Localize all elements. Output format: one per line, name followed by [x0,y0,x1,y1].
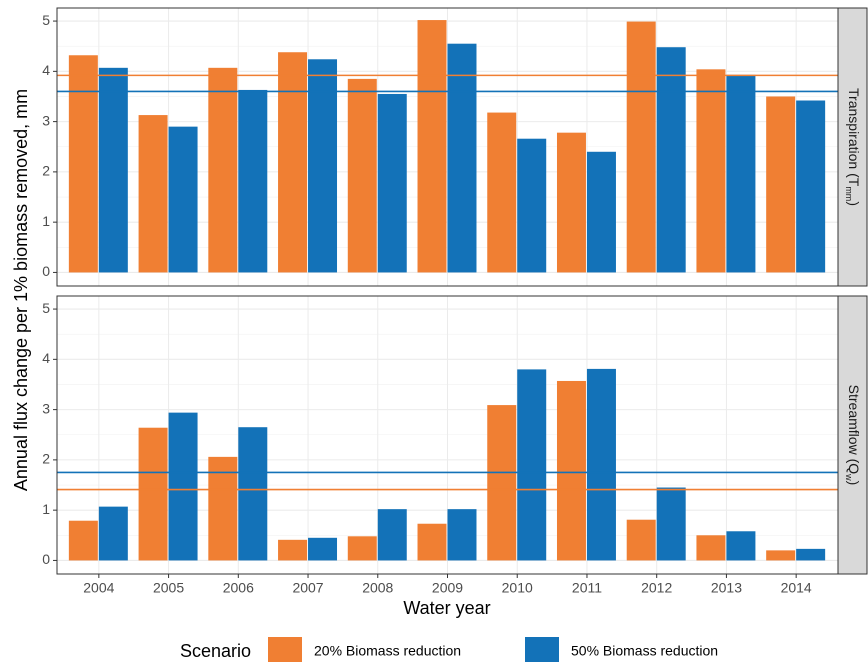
legend-label: 20% Biomass reduction [314,643,461,659]
bar [417,20,447,273]
bar [447,43,477,273]
x-tick-label: 2012 [641,580,672,596]
bar [208,67,238,273]
bar [68,520,98,561]
bar [796,548,826,561]
bar [556,380,586,561]
bar [656,487,686,561]
bar [68,55,98,273]
y-tick-label: 1 [42,213,50,229]
x-tick-label: 2014 [781,580,812,596]
bar [138,115,168,273]
y-tick-label: 0 [42,263,50,279]
bar [556,132,586,273]
bar [586,151,616,273]
x-tick-label: 2008 [362,580,393,596]
bar [796,100,826,273]
legend-title: Scenario [180,641,251,661]
legend-key [525,637,559,662]
strip-label-end: ) [846,201,862,206]
x-axis-label: Water year [403,598,490,618]
bar [447,509,477,561]
y-tick-label: 4 [42,350,50,366]
y-tick-label: 5 [42,300,50,316]
bar [766,550,796,561]
bar [377,93,407,273]
y-tick-label: 3 [42,112,50,128]
x-tick-label: 2005 [153,580,184,596]
bar [626,21,656,273]
bar [517,138,547,273]
bar [98,67,128,273]
x-tick-label: 2013 [711,580,742,596]
bar [347,536,377,561]
bar [417,523,447,561]
y-tick-label: 2 [42,451,50,467]
bar [487,405,517,561]
bar [656,47,686,273]
y-axis-label: Annual flux change per 1% biomass remove… [11,89,31,491]
bar [138,427,168,561]
bar [726,74,756,273]
bar [487,112,517,273]
strip-label-end: ) [846,481,862,486]
bar [278,539,308,561]
y-tick-label: 5 [42,12,50,28]
x-tick-label: 2007 [292,580,323,596]
bar [308,537,338,561]
bar [208,456,238,561]
x-tick-label: 2009 [432,580,463,596]
strip-label: Transpiration (Tmm) [844,88,863,206]
strip [837,295,868,575]
bar [377,509,407,561]
bar [696,535,726,561]
bar [168,126,198,273]
bar [696,69,726,273]
bar [347,78,377,273]
strip-label-sub: w [844,473,854,481]
bar [308,59,338,273]
y-tick-label: 1 [42,501,50,517]
y-tick-label: 2 [42,163,50,179]
bar [626,519,656,561]
legend-key [268,637,302,662]
y-tick-label: 4 [42,62,50,78]
bar [168,412,198,561]
strip-label-main: Transpiration (T [846,88,862,187]
strip-label: Streamflow (Qw) [844,385,863,486]
strip-label-sub: mm [844,186,854,201]
x-tick-label: 2011 [572,580,602,596]
bar [726,531,756,561]
strip [837,7,868,287]
x-tick-label: 2010 [502,580,533,596]
bar [238,427,268,561]
x-tick-label: 2004 [83,580,114,596]
bar [766,96,796,273]
bar [586,368,616,561]
legend-label: 50% Biomass reduction [571,643,718,659]
x-tick-label: 2006 [223,580,254,596]
y-tick-label: 3 [42,400,50,416]
bar [98,506,128,561]
bar [238,89,268,273]
bar [278,52,308,273]
y-tick-label: 0 [42,551,50,567]
bar [517,369,547,561]
strip-label-main: Streamflow (Q [846,385,862,475]
